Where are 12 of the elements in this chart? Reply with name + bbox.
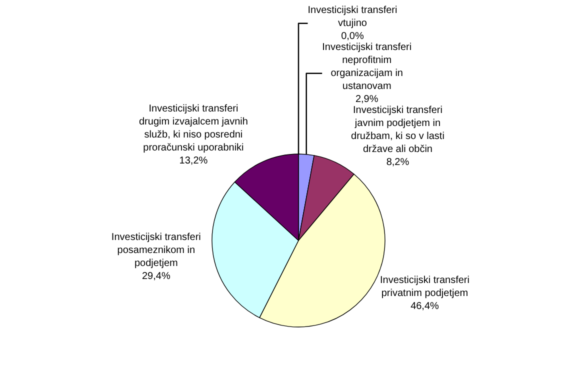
category-label: Investicijski transferi vtujino xyxy=(308,4,398,29)
data-label: 46,4% xyxy=(410,301,440,312)
text: 0,0% xyxy=(341,30,364,42)
slice-label: Investicijski transferi drugim izvajalcem javnih služb, ki niso posredni proračunski uporabniki xyxy=(138,103,248,154)
data-label: 29,4% xyxy=(142,270,170,282)
slice-label: Investicijski transferi neprofitnim organizacijam in ustanovam xyxy=(322,42,412,92)
slice-label: Investicijski transferi posameznikom in podjetjem xyxy=(111,232,201,269)
data-label: 2,9% xyxy=(355,94,378,105)
data-label: 13,2% xyxy=(179,155,208,166)
slice-label: Investicijski transferi privatnim podjetjem xyxy=(380,275,470,300)
data-label: 8,2% xyxy=(386,156,410,168)
slice-label: Investicijski transferi javnim podjetjem in družbam, ki so v lasti države ali občin xyxy=(351,104,444,155)
